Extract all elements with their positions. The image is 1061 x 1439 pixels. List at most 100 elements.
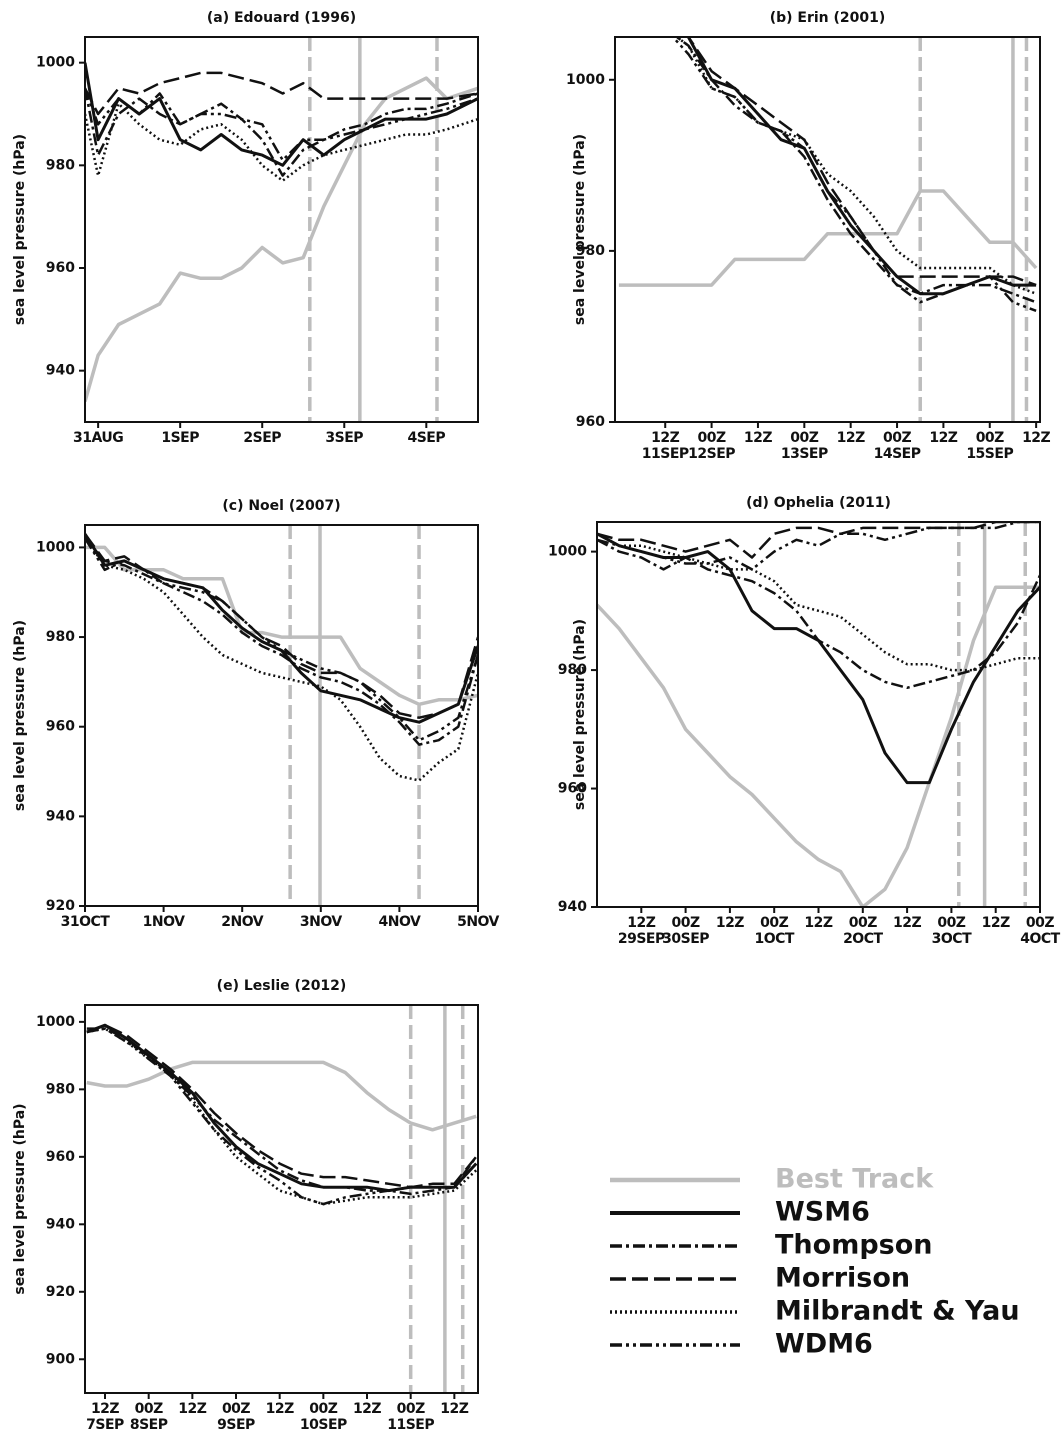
y-axis-label: sea level pressure (hPa) — [12, 1103, 28, 1294]
plot-area — [618, 37, 1038, 422]
panel-title: (a) Edouard (1996) — [207, 10, 356, 26]
y-tick-label: 900 — [46, 1351, 75, 1367]
plot-area — [86, 1005, 478, 1393]
y-tick-label: 1000 — [36, 539, 75, 555]
series-line — [686, 37, 1037, 287]
x-date-label: 2OCT — [843, 931, 883, 947]
x-date-label: 4OCT — [1020, 931, 1060, 947]
x-tick-label: 12Z — [804, 915, 832, 931]
y-axis-label: sea level pressure (hPa) — [572, 619, 588, 810]
y-tick-label: 940 — [46, 363, 75, 379]
y-tick-label: 1000 — [36, 1014, 75, 1030]
series-line — [85, 62, 478, 167]
legend-label: Morrison — [775, 1263, 910, 1294]
x-tick-label: 12Z — [716, 915, 744, 931]
y-tick-label: 940 — [558, 899, 587, 915]
plot-area — [85, 37, 478, 422]
x-tick-label: 1NOV — [143, 914, 185, 930]
y-axis-label: sea level pressure (hPa) — [12, 134, 28, 325]
x-tick-label: 12Z — [627, 915, 655, 931]
plot-area — [597, 522, 1040, 907]
x-tick-label: 3SEP — [325, 430, 363, 446]
y-tick-label: 960 — [46, 719, 75, 735]
x-date-label: 8SEP — [130, 1417, 168, 1433]
x-tick-label: 00Z — [309, 1401, 337, 1417]
series-line — [85, 537, 478, 742]
y-axis-label: sea level pressure (hPa) — [572, 134, 588, 325]
y-tick-label: 940 — [46, 1216, 75, 1232]
panel-title: (b) Erin (2001) — [770, 10, 886, 26]
plot-frame — [84, 36, 479, 423]
x-tick-label: 3NOV — [300, 914, 342, 930]
series-line — [85, 545, 478, 707]
x-tick-label: 00Z — [397, 1401, 425, 1417]
plot-frame — [596, 521, 1041, 908]
x-tick-label: 1SEP — [161, 430, 199, 446]
x-tick-label: 12Z — [651, 430, 679, 446]
x-tick-label: 12Z — [893, 915, 921, 931]
x-tick-label: 12Z — [266, 1401, 294, 1417]
x-tick-label: 00Z — [976, 430, 1004, 446]
y-tick-label: 1000 — [548, 544, 587, 560]
x-tick-label: 4NOV — [378, 914, 420, 930]
series-line — [86, 1023, 478, 1189]
x-tick-label: 5NOV — [457, 914, 499, 930]
y-tick-label: 960 — [576, 414, 605, 430]
x-tick-label: 00Z — [135, 1401, 163, 1417]
series-line — [85, 87, 478, 162]
x-tick-label: 00Z — [849, 915, 877, 931]
x-date-label: 12SEP — [688, 446, 735, 462]
x-tick-label: 12Z — [982, 915, 1010, 931]
x-date-label: 9SEP — [217, 1417, 255, 1433]
y-tick-label: 980 — [576, 243, 605, 259]
y-tick-label: 940 — [46, 808, 75, 824]
x-date-label: 14SEP — [874, 446, 921, 462]
series-line — [685, 37, 1037, 296]
legend-label: Thompson — [775, 1230, 933, 1261]
y-tick-label: 980 — [46, 157, 75, 173]
series-line — [85, 537, 478, 746]
x-date-label: 11SEP — [387, 1417, 434, 1433]
x-date-label: 13SEP — [781, 446, 828, 462]
x-tick-label: 12Z — [1022, 430, 1050, 446]
x-tick-label: 00Z — [698, 430, 726, 446]
series-line — [597, 538, 1040, 690]
x-tick-label: 00Z — [883, 430, 911, 446]
plot-frame — [84, 524, 479, 907]
series-line — [86, 1027, 478, 1206]
series-line — [597, 522, 1040, 559]
series-line — [86, 1060, 477, 1132]
x-date-label: 3OCT — [932, 931, 972, 947]
series-line — [674, 37, 1037, 295]
series-line — [618, 189, 1038, 287]
x-date-label: 11SEP — [642, 446, 689, 462]
x-tick-label: 31OCT — [61, 914, 111, 930]
series-line — [597, 532, 1040, 672]
y-tick-label: 980 — [46, 629, 75, 645]
x-tick-label: 12Z — [91, 1401, 119, 1417]
series-line — [671, 37, 1037, 312]
y-tick-label: 920 — [46, 1284, 75, 1300]
y-tick-label: 980 — [46, 1081, 75, 1097]
series-line — [85, 88, 478, 177]
series-line — [597, 585, 1040, 907]
legend-label: WSM6 — [775, 1197, 870, 1228]
x-date-label: 30SEP — [662, 931, 709, 947]
x-tick-label: 2SEP — [243, 430, 281, 446]
series-line — [85, 71, 478, 116]
x-tick-label: 00Z — [790, 430, 818, 446]
x-tick-label: 2NOV — [221, 914, 263, 930]
x-tick-label: 12Z — [178, 1401, 206, 1417]
y-tick-label: 980 — [558, 662, 587, 678]
plot-area — [85, 525, 478, 906]
panel-title: (d) Ophelia (2011) — [746, 495, 891, 511]
x-date-label: 1OCT — [754, 931, 794, 947]
plot-frame — [84, 1004, 479, 1394]
y-tick-label: 960 — [46, 1149, 75, 1165]
series-line — [85, 76, 478, 402]
legend-label: Best Track — [775, 1164, 934, 1195]
x-date-label: 7SEP — [86, 1417, 124, 1433]
x-tick-label: 12Z — [929, 430, 957, 446]
panel-title: (e) Leslie (2012) — [217, 978, 347, 994]
